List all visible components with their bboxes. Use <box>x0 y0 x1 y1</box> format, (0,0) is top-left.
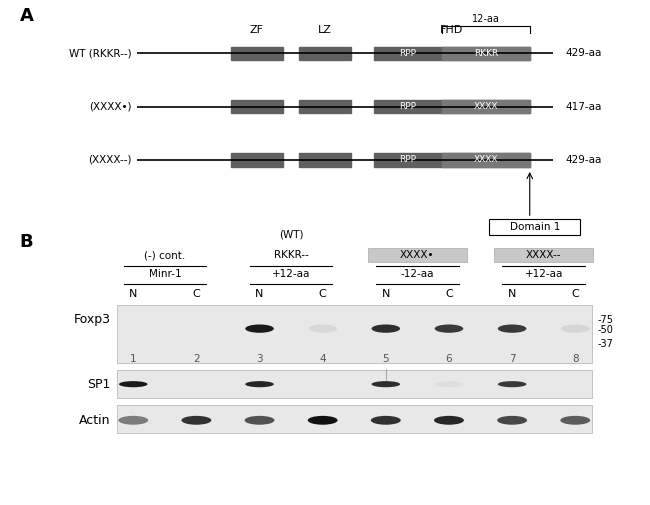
Ellipse shape <box>560 416 590 425</box>
Text: 429-aa: 429-aa <box>566 48 602 59</box>
Bar <box>368 248 467 262</box>
Text: N: N <box>255 289 264 299</box>
Text: 1: 1 <box>130 354 136 364</box>
Ellipse shape <box>118 416 148 425</box>
Text: 5: 5 <box>382 354 389 364</box>
Text: SP1: SP1 <box>87 378 111 391</box>
Ellipse shape <box>498 324 527 333</box>
Text: 8: 8 <box>572 354 578 364</box>
Text: RPP: RPP <box>399 102 417 111</box>
Bar <box>231 154 283 167</box>
Text: +12-aa: +12-aa <box>525 270 563 279</box>
Text: N: N <box>508 289 516 299</box>
Text: Minr-1: Minr-1 <box>148 270 181 279</box>
Bar <box>117 305 592 364</box>
Bar <box>489 219 580 235</box>
Text: -37: -37 <box>598 339 614 349</box>
Bar <box>374 100 530 113</box>
Bar <box>299 46 351 60</box>
Bar <box>494 248 593 262</box>
Text: 429-aa: 429-aa <box>566 155 602 165</box>
Text: C: C <box>318 289 326 299</box>
Text: 12-aa: 12-aa <box>472 14 500 24</box>
Ellipse shape <box>371 416 401 425</box>
Bar <box>442 100 530 113</box>
Bar <box>231 100 283 113</box>
Bar <box>117 370 592 398</box>
Text: ZF: ZF <box>250 25 264 35</box>
Bar <box>299 154 351 167</box>
Text: XXXX•: XXXX• <box>400 250 435 260</box>
Text: XXXX: XXXX <box>474 102 498 111</box>
Bar <box>117 405 592 433</box>
Ellipse shape <box>561 324 590 333</box>
Text: (XXXX•): (XXXX•) <box>89 102 131 112</box>
Bar <box>442 46 530 60</box>
Text: 417-aa: 417-aa <box>566 102 602 112</box>
Ellipse shape <box>181 416 211 425</box>
Text: 7: 7 <box>509 354 515 364</box>
Text: (-) cont.: (-) cont. <box>144 250 185 260</box>
Bar <box>374 46 530 60</box>
Ellipse shape <box>245 324 274 333</box>
Text: +12-aa: +12-aa <box>272 270 310 279</box>
Text: 2: 2 <box>193 354 200 364</box>
Bar <box>442 154 530 167</box>
Text: Domain 1: Domain 1 <box>510 222 560 232</box>
Text: C: C <box>192 289 200 299</box>
Text: WT (RKKR--): WT (RKKR--) <box>69 48 131 59</box>
Bar <box>374 154 530 167</box>
Text: 6: 6 <box>446 354 452 364</box>
Text: FHD: FHD <box>440 25 463 35</box>
Ellipse shape <box>308 324 337 333</box>
Text: Foxp3: Foxp3 <box>73 313 110 326</box>
Bar <box>299 100 351 113</box>
Text: B: B <box>20 233 33 251</box>
Text: A: A <box>20 7 33 25</box>
Text: -12-aa: -12-aa <box>400 270 434 279</box>
Ellipse shape <box>307 416 337 425</box>
Text: (WT): (WT) <box>279 230 304 240</box>
Text: Actin: Actin <box>79 414 110 427</box>
Ellipse shape <box>435 324 463 333</box>
Ellipse shape <box>372 324 400 333</box>
Text: C: C <box>445 289 453 299</box>
Text: (XXXX--): (XXXX--) <box>88 155 131 165</box>
Text: LZ: LZ <box>318 25 332 35</box>
Text: N: N <box>382 289 390 299</box>
Ellipse shape <box>245 381 274 387</box>
Text: RPP: RPP <box>399 156 417 165</box>
Text: XXXX--: XXXX-- <box>526 250 562 260</box>
Text: -50: -50 <box>598 325 614 335</box>
Text: -75: -75 <box>598 315 614 325</box>
Ellipse shape <box>244 416 274 425</box>
Text: RKKR--: RKKR-- <box>274 250 309 260</box>
Text: 4: 4 <box>319 354 326 364</box>
Text: C: C <box>571 289 579 299</box>
Ellipse shape <box>497 416 527 425</box>
Text: N: N <box>129 289 137 299</box>
Text: 3: 3 <box>256 354 263 364</box>
Ellipse shape <box>435 381 463 387</box>
Text: XXXX: XXXX <box>474 156 498 165</box>
Text: RKKR: RKKR <box>474 49 498 58</box>
Ellipse shape <box>434 416 464 425</box>
Text: RPP: RPP <box>399 49 417 58</box>
Ellipse shape <box>498 381 527 387</box>
Ellipse shape <box>119 381 148 387</box>
Bar <box>231 46 283 60</box>
Ellipse shape <box>372 381 400 387</box>
